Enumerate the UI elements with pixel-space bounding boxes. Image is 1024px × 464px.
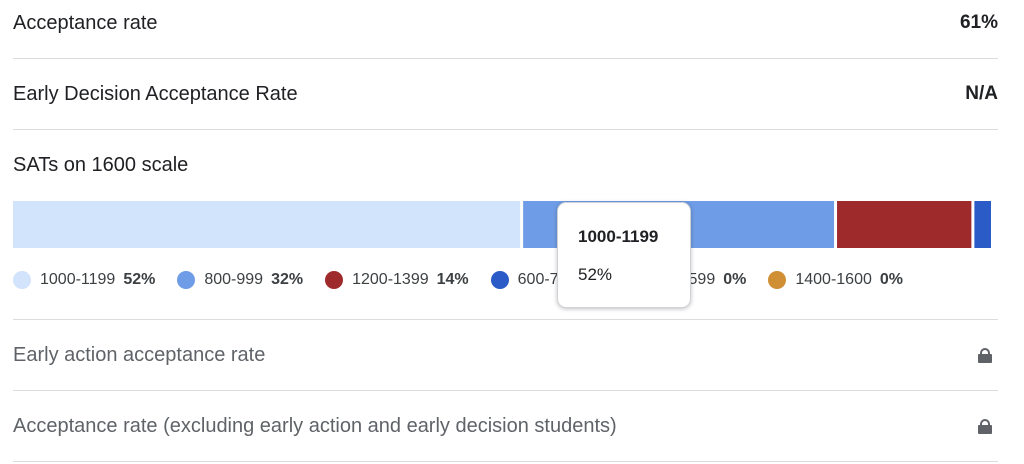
bar-tooltip: 1000-1199 52% <box>557 202 691 308</box>
legend-dot <box>13 271 31 289</box>
divider <box>13 129 998 130</box>
divider <box>13 319 998 320</box>
sat-section-title: SATs on 1600 scale <box>13 153 189 176</box>
acceptance-rate-row: Acceptance rate 61% <box>13 7 998 39</box>
early-action-label: Early action acceptance rate <box>13 343 266 366</box>
early-decision-value: N/A <box>965 83 998 104</box>
legend-item-1000-1199[interactable]: 1000-1199 52% <box>13 271 155 289</box>
legend-item-1400-1600[interactable]: 1400-1600 0% <box>768 271 903 289</box>
acceptance-rate-value: 61% <box>959 12 998 33</box>
legend-dot <box>325 271 344 289</box>
legend-percent: 0% <box>879 271 903 288</box>
early-action-row: Early action acceptance rate <box>13 339 998 371</box>
sat-stacked-bar[interactable] <box>13 201 994 248</box>
tooltip-title: 1000-1199 <box>578 227 659 246</box>
divider <box>13 58 998 59</box>
bar-segment-1200-1399[interactable] <box>837 201 972 248</box>
acceptance-rate-label: Acceptance rate <box>13 11 158 34</box>
legend-dot <box>768 271 787 289</box>
lock-icon <box>978 418 992 434</box>
legend-percent: 52% <box>123 271 156 288</box>
lock-icon <box>978 347 992 363</box>
excluding-early-row: Acceptance rate (excluding early action … <box>13 410 998 442</box>
divider <box>13 461 998 462</box>
early-decision-row: Early Decision Acceptance Rate N/A <box>13 78 998 110</box>
bar-segment-600-799[interactable] <box>974 201 991 248</box>
legend-dot <box>490 271 509 289</box>
early-decision-label: Early Decision Acceptance Rate <box>13 82 298 105</box>
legend-item-800-999[interactable]: 800-999 32% <box>177 271 303 289</box>
tooltip-value: 52% <box>578 265 613 284</box>
legend-percent: 32% <box>271 271 304 288</box>
legend-label: 1000-1199 <box>40 271 116 288</box>
legend-item-1200-1399[interactable]: 1200-1399 14% <box>325 271 469 289</box>
bar-segment-1000-1199[interactable] <box>13 201 521 248</box>
legend-label: 1200-1399 <box>352 271 429 288</box>
excluding-early-label: Acceptance rate (excluding early action … <box>13 414 617 437</box>
legend-label: 800-999 <box>204 271 264 288</box>
legend-percent: 0% <box>723 271 747 288</box>
sat-section-header: SATs on 1600 scale <box>13 149 998 181</box>
legend-dot <box>177 271 196 289</box>
divider <box>13 390 998 391</box>
sat-legend: 1000-1199 52% 800-999 32% 1200-1399 14% 600-79… <box>13 268 925 292</box>
legend-percent: 14% <box>436 271 469 288</box>
legend-label: 1400-1600 <box>795 271 872 288</box>
